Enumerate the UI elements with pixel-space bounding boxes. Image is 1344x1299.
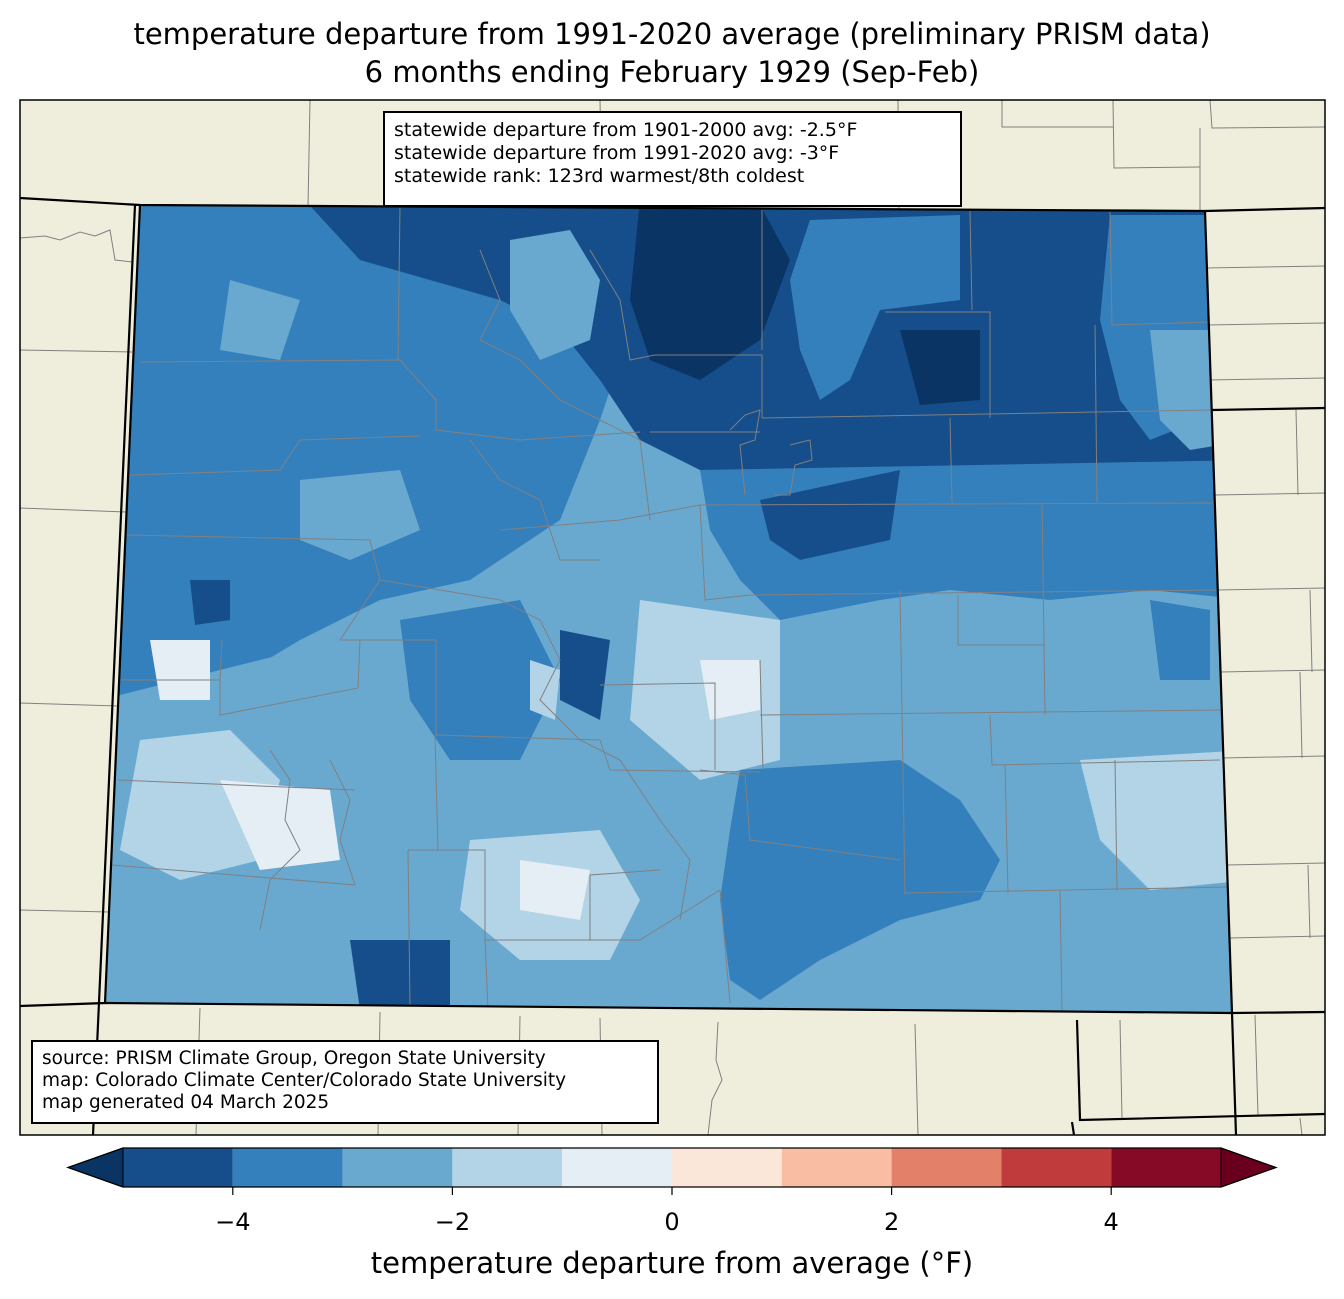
map-title: temperature departure from 1991-2020 ave… — [133, 17, 1211, 51]
county-lines — [111, 205, 1229, 1013]
credits-source: source: PRISM Climate Group, Oregon Stat… — [42, 1048, 546, 1069]
stats-line-1901-2000: statewide departure from 1901-2000 avg: … — [394, 119, 858, 141]
colorbar-bin-5 — [672, 1148, 782, 1187]
colorbar-bin-7 — [891, 1148, 1002, 1187]
state-borders — [20, 196, 1325, 1135]
colorbar-bin-1 — [232, 1148, 343, 1187]
credits-generated: map generated 04 March 2025 — [42, 1092, 330, 1113]
colorbar-tick-label: −2 — [435, 1208, 470, 1236]
stats-line-rank: statewide rank: 123rd warmest/8th coldes… — [394, 165, 805, 187]
temperature-field — [105, 205, 1232, 1013]
colorbar-bin-2 — [342, 1148, 453, 1187]
stats-line-1991-2020: statewide departure from 1991-2020 avg: … — [394, 142, 840, 164]
colorbar-tick-label: 2 — [884, 1208, 899, 1236]
colorbar-over-arrow — [1220, 1147, 1278, 1188]
colorbar-under-arrow — [66, 1147, 124, 1188]
colorbar-outline — [66, 1147, 1278, 1188]
map-subtitle: 6 months ending February 1929 (Sep-Feb) — [364, 55, 980, 89]
colorbar-bin-9 — [1111, 1148, 1221, 1187]
colorbar: −4 −2 0 2 4 temperature departure from avera… — [66, 1147, 1278, 1280]
colorbar-bin-4 — [562, 1148, 672, 1187]
credits-box: source: PRISM Climate Group, Oregon Stat… — [31, 1040, 659, 1124]
credits-map: map: Colorado Climate Center/Colorado St… — [42, 1070, 567, 1091]
colorbar-tick-label: 4 — [1104, 1208, 1119, 1236]
colorbar-bin-3 — [452, 1148, 563, 1187]
colorbar-bin-0 — [123, 1148, 233, 1187]
colorbar-tick-label: 0 — [664, 1208, 679, 1236]
map-frame — [19, 99, 1326, 1136]
colorbar-bin-8 — [1001, 1148, 1112, 1187]
statewide-stats-box: statewide departure from 1901-2000 avg: … — [383, 111, 962, 207]
colorbar-tick-label: −4 — [215, 1208, 250, 1236]
colorbar-label: temperature departure from average (°F) — [371, 1246, 973, 1280]
colorbar-bin-6 — [781, 1148, 892, 1187]
